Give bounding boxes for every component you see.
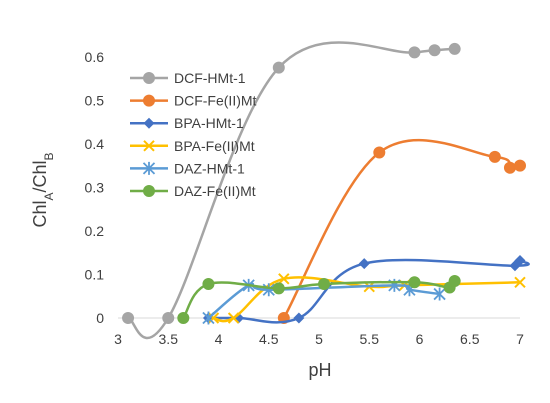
legend-entry-daz-fe-ii-mt: DAZ-Fe(II)Mt — [130, 183, 256, 199]
x-tick-label: 4 — [215, 331, 223, 347]
y-tick-label: 0.3 — [85, 179, 105, 195]
legend-entry-daz-hmt-1: DAZ-HMt-1 — [130, 160, 245, 176]
data-point-dcf-hmt-1 — [448, 42, 461, 55]
x-tick-label: 4.5 — [259, 331, 279, 347]
data-point-dcf-fe-ii-mt — [503, 161, 516, 174]
x-tick-label: 6 — [416, 331, 424, 347]
data-point-bpa-hmt-1 — [293, 312, 305, 324]
x-tick-label: 5.5 — [360, 331, 380, 347]
data-point-bpa-fe-ii-mt — [278, 273, 290, 285]
x-tick-label: 7 — [516, 331, 524, 347]
data-point-bpa-fe-ii-mt — [207, 312, 220, 324]
legend: DCF-HMt-1 DCF-Fe(II)Mt BPA-HMt-1 BPA-Fe(II)… — [130, 70, 257, 199]
data-point-dcf-hmt-1 — [408, 46, 421, 59]
series-dcf-fe-ii-mt — [277, 138, 526, 324]
y-tick-label: 0.1 — [85, 266, 105, 282]
legend-entry-bpa-hmt-1: BPA-HMt-1 — [130, 115, 244, 131]
x-tick-label: 6.5 — [460, 331, 480, 347]
x-tick-label: 3.5 — [159, 331, 179, 347]
data-point-daz-fe-ii-mt — [408, 276, 421, 289]
data-point-daz-fe-ii-mt — [177, 312, 190, 324]
data-point-bpa-hmt-1 — [514, 255, 526, 267]
legend-entry-bpa-fe-ii-mt: BPA-Fe(II)Mt — [130, 138, 255, 154]
series-daz-fe-ii-mt — [177, 274, 461, 324]
x-tick-label: 5 — [315, 331, 323, 347]
data-point-dcf-hmt-1 — [272, 61, 285, 74]
data-point-dcf-fe-ii-mt — [514, 159, 526, 172]
y-tick-label: 0.6 — [85, 49, 105, 65]
data-point-daz-fe-ii-mt — [318, 278, 331, 291]
legend-label-dcf-fe-ii-mt: DCF-Fe(II)Mt — [174, 93, 257, 109]
data-point-dcf-hmt-1 — [162, 312, 175, 324]
data-point-daz-fe-ii-mt — [202, 278, 215, 291]
y-tick-label: 0.5 — [85, 92, 105, 108]
y-axis-title-sub-a: A — [42, 193, 56, 201]
data-point-bpa-hmt-1 — [358, 258, 370, 270]
y-tick-label: 0.4 — [85, 136, 105, 152]
data-point-dcf-hmt-1 — [122, 312, 135, 324]
axes: 3 3.5 4 4.5 5 5.5 6 6.5 7 0 0.1 0.2 0.3 0.4 0.5 0.6 — [85, 49, 525, 347]
y-tick-label: 0.2 — [85, 223, 105, 239]
legend-label-dcf-hmt-1: DCF-HMt-1 — [174, 70, 246, 86]
legend-marker-daz-hmt-1 — [142, 161, 156, 175]
y-axis-title-base: Chl — [30, 201, 50, 228]
y-axis-title-sep: /Chl — [30, 160, 50, 192]
data-point-daz-fe-ii-mt — [272, 282, 285, 295]
legend-label-daz-fe-ii-mt: DAZ-Fe(II)Mt — [174, 183, 256, 199]
data-point-bpa-fe-ii-mt — [514, 276, 526, 289]
legend-label-bpa-hmt-1: BPA-HMt-1 — [174, 115, 244, 131]
legend-marker-dcf-fe-ii-mt — [143, 94, 155, 107]
data-point-dcf-hmt-1 — [428, 44, 441, 57]
data-point-dcf-fe-ii-mt — [488, 150, 501, 163]
data-point-daz-fe-ii-mt — [448, 274, 461, 287]
data-point-bpa-fe-ii-mt — [227, 312, 240, 324]
legend-marker-dcf-hmt-1 — [143, 72, 155, 84]
y-tick-label: 0 — [96, 310, 104, 326]
y-axis-title-sub-b: B — [42, 152, 56, 160]
y-axis-title: ChlA/ChlB — [30, 152, 56, 227]
legend-marker-bpa-fe-ii-mt — [143, 140, 155, 152]
data-point-daz-hmt-1 — [202, 311, 215, 325]
series-layer — [122, 41, 530, 340]
data-point-daz-hmt-1 — [262, 283, 275, 297]
series-dcf-hmt-1 — [122, 41, 461, 340]
legend-label-bpa-fe-ii-mt: BPA-Fe(II)Mt — [174, 138, 255, 154]
x-axis-title: pH — [308, 360, 331, 380]
legend-label-daz-hmt-1: DAZ-HMt-1 — [174, 160, 245, 176]
x-tick-label: 3 — [114, 331, 122, 347]
legend-entry-dcf-fe-ii-mt: DCF-Fe(II)Mt — [130, 93, 257, 109]
legend-marker-bpa-hmt-1 — [143, 117, 155, 129]
data-point-daz-hmt-1 — [433, 287, 446, 301]
legend-entry-dcf-hmt-1: DCF-HMt-1 — [130, 70, 246, 86]
legend-marker-daz-fe-ii-mt — [143, 185, 155, 197]
data-point-dcf-fe-ii-mt — [373, 146, 386, 159]
